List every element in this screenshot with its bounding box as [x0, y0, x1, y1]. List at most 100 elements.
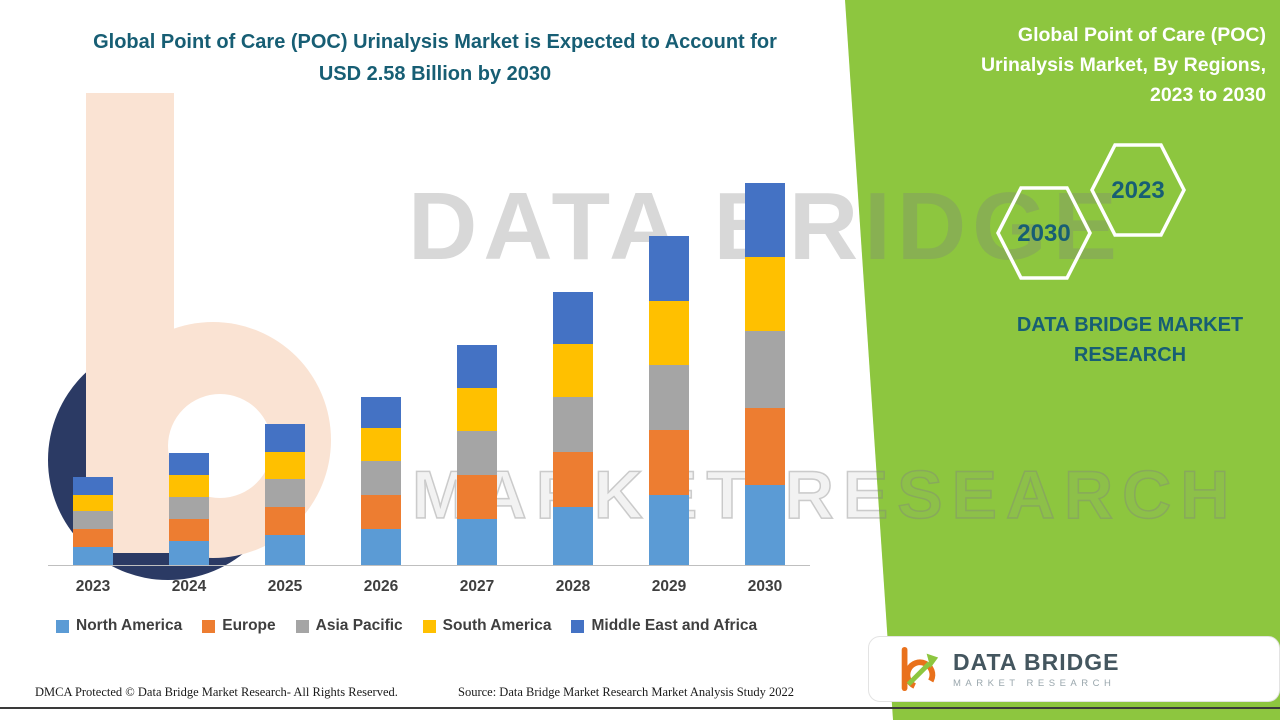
bar-column-2028: 2028 — [525, 120, 621, 595]
segment-north-america-2028 — [553, 507, 593, 565]
segment-north-america-2026 — [361, 529, 401, 565]
brand-logo-text: DATA BRIDGE MARKET RESEARCH — [953, 649, 1119, 689]
segment-europe-2027 — [457, 475, 497, 519]
stacked-bar-2030 — [745, 183, 785, 565]
bar-column-2026: 2026 — [333, 120, 429, 595]
segment-south-america-2029 — [649, 301, 689, 365]
segment-middle-east-and-africa-2030 — [745, 183, 785, 257]
x-axis-label-2025: 2025 — [267, 578, 303, 595]
segment-asia-pacific-2028 — [553, 397, 593, 452]
x-axis-label-2026: 2026 — [363, 578, 399, 595]
segment-asia-pacific-2029 — [649, 365, 689, 430]
chart-title: Global Point of Care (POC) Urinalysis Ma… — [93, 31, 777, 86]
hexagon-2030 — [996, 186, 1092, 280]
hexagon-year-2030: 2030 — [1017, 220, 1070, 247]
segment-north-america-2030 — [745, 485, 785, 565]
segment-asia-pacific-2023 — [73, 511, 113, 529]
stacked-bar-2029 — [649, 236, 689, 565]
x-axis-label-2024: 2024 — [171, 578, 207, 595]
brand-subtitle: MARKET RESEARCH — [953, 678, 1116, 689]
stacked-bar-2024 — [169, 453, 209, 565]
segment-europe-2028 — [553, 452, 593, 507]
stacked-bar-2023 — [73, 477, 113, 565]
x-axis-label-2027: 2027 — [459, 578, 495, 595]
segment-middle-east-and-africa-2028 — [553, 292, 593, 344]
stacked-bar-2025 — [265, 424, 305, 565]
segment-middle-east-and-africa-2029 — [649, 236, 689, 301]
segment-south-america-2028 — [553, 344, 593, 397]
year-hexagons: 2030 2023 — [996, 143, 1186, 280]
segment-south-america-2024 — [169, 475, 209, 497]
legend-swatch-europe — [202, 619, 216, 633]
bar-column-2030: 2030 — [717, 120, 813, 595]
legend-label-asia-pacific: Asia Pacific — [315, 617, 403, 634]
data-bridge-logo-icon — [901, 646, 939, 692]
legend-label-north-america: North America — [76, 617, 183, 634]
segment-asia-pacific-2025 — [265, 479, 305, 507]
bottom-divider-line — [0, 707, 1280, 709]
segment-north-america-2023 — [73, 547, 113, 565]
x-axis-baseline — [48, 565, 810, 566]
legend-label-middle-east-and-africa: Middle East and Africa — [591, 617, 758, 634]
legend-swatch-middle-east-and-africa — [571, 619, 585, 633]
x-axis-label-2028: 2028 — [555, 578, 591, 595]
segment-middle-east-and-africa-2024 — [169, 453, 209, 475]
bar-column-2029: 2029 — [621, 120, 717, 595]
segment-middle-east-and-africa-2025 — [265, 424, 305, 452]
bar-chart: 2023 2024 2025 2026 2027 2028 2029 2030 — [45, 120, 813, 595]
legend-label-south-america: South America — [442, 617, 552, 634]
bar-column-2023: 2023 — [45, 120, 141, 595]
legend-swatch-north-america — [56, 619, 69, 633]
legend-item-south-america: South America — [422, 617, 552, 635]
legend-item-asia-pacific: Asia Pacific — [295, 617, 403, 635]
side-panel-brand-text: DATA BRIDGE MARKET RESEARCH — [1016, 314, 1244, 366]
segment-north-america-2024 — [169, 541, 209, 565]
segment-europe-2024 — [169, 519, 209, 541]
segment-europe-2025 — [265, 507, 305, 535]
segment-asia-pacific-2030 — [745, 331, 785, 408]
segment-asia-pacific-2026 — [361, 461, 401, 495]
legend-item-middle-east-and-africa: Middle East and Africa — [571, 617, 757, 635]
bar-column-2025: 2025 — [237, 120, 333, 595]
bar-column-2024: 2024 — [141, 120, 237, 595]
segment-north-america-2027 — [457, 519, 497, 565]
x-axis-label-2030: 2030 — [747, 578, 783, 595]
legend-swatch-asia-pacific — [295, 619, 309, 633]
footer-source-text: Source: Data Bridge Market Research Mark… — [458, 685, 795, 699]
side-panel-title: Global Point of Care (POC) Urinalysis Ma… — [980, 24, 1266, 107]
brand-name: DATA BRIDGE — [953, 649, 1120, 675]
segment-asia-pacific-2027 — [457, 431, 497, 475]
bar-column-2027: 2027 — [429, 120, 525, 595]
segment-south-america-2030 — [745, 257, 785, 331]
legend-item-north-america: North America — [56, 617, 182, 635]
segment-europe-2026 — [361, 495, 401, 529]
segment-europe-2030 — [745, 408, 785, 485]
stacked-bar-2028 — [553, 292, 593, 565]
segment-north-america-2025 — [265, 535, 305, 565]
x-axis-label-2023: 2023 — [75, 578, 111, 595]
legend-item-europe: Europe — [202, 617, 276, 635]
footer-dmca-text: DMCA Protected © Data Bridge Market Rese… — [35, 685, 398, 699]
stacked-bar-2027 — [457, 345, 497, 565]
segment-south-america-2025 — [265, 452, 305, 479]
segment-europe-2029 — [649, 430, 689, 495]
legend-swatch-south-america — [422, 619, 436, 633]
stacked-bar-2026 — [361, 397, 401, 565]
legend-label-europe: Europe — [222, 617, 276, 634]
segment-south-america-2023 — [73, 495, 113, 511]
chart-legend: North America Europe Asia Pacific South Ame… — [56, 617, 757, 635]
brand-logo-card: DATA BRIDGE MARKET RESEARCH — [868, 636, 1280, 702]
segment-middle-east-and-africa-2026 — [361, 397, 401, 428]
segment-asia-pacific-2024 — [169, 497, 209, 519]
segment-europe-2023 — [73, 529, 113, 547]
hexagon-year-2023: 2023 — [1111, 177, 1164, 204]
segment-north-america-2029 — [649, 495, 689, 565]
segment-middle-east-and-africa-2023 — [73, 477, 113, 495]
hexagon-2023 — [1090, 143, 1186, 237]
segment-south-america-2026 — [361, 428, 401, 461]
segment-middle-east-and-africa-2027 — [457, 345, 497, 388]
segment-south-america-2027 — [457, 388, 497, 431]
x-axis-label-2029: 2029 — [651, 578, 687, 595]
